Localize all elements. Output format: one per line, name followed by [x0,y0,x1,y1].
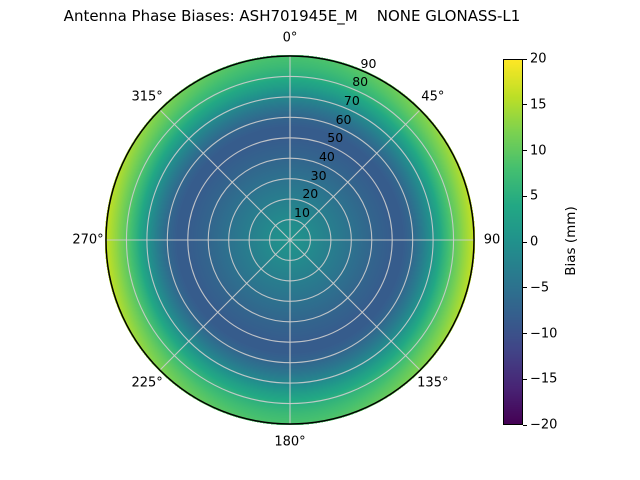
theta-tick-label: 90 [483,232,501,248]
colorbar-tick-mark [523,195,527,197]
colorbar-tick-mark [523,58,527,60]
theta-tick-label: 45° [421,89,445,105]
r-tick-label: 20 [302,186,319,202]
r-tick-label: 90 [360,55,377,71]
colorbar-tick-label: −5 [530,280,550,296]
colorbar-tick-label: 15 [530,97,547,113]
colorbar-tick-label: 10 [530,143,547,158]
colorbar-tick-label: 20 [530,51,547,67]
colorbar-tick-mark [523,150,527,151]
colorbar-tick-mark [523,424,527,426]
theta-tick-label: 0° [282,30,298,46]
colorbar-tick-mark [523,241,527,243]
r-tick-label: 70 [343,92,360,108]
polar-heatmap-canvas [102,52,478,428]
colorbar-frame [503,59,523,425]
colorbar-tick-mark [523,378,527,380]
r-tick-label: 60 [335,111,352,127]
colorbar-tick-mark [523,104,527,106]
theta-tick-label: 315° [131,89,163,105]
r-tick-label: 80 [352,74,369,90]
colorbar-gradient-canvas [504,60,522,424]
theta-tick-label: 225° [131,375,163,391]
colorbar-tick-mark [523,333,527,334]
colorbar-tick-label: 0 [530,234,539,250]
r-tick-label: 50 [327,130,344,146]
colorbar-tick-label: −10 [530,326,558,341]
colorbar-tick-label: 5 [530,188,539,204]
theta-tick-label: 135° [417,375,449,391]
colorbar-axis-label: Bias (mm) [563,206,579,276]
theta-tick-label: 270° [72,232,104,248]
r-tick-label: 30 [310,167,327,183]
colorbar-tick-mark [523,287,527,289]
colorbar-tick-label: −15 [530,371,558,387]
theta-tick-label: 180° [274,434,306,450]
chart-title: Antenna Phase Biases: ASH701945E_M NONE … [63,7,521,25]
r-tick-label: 10 [294,204,310,220]
colorbar-tick-label: −20 [530,417,558,433]
r-tick-label: 40 [318,148,335,164]
